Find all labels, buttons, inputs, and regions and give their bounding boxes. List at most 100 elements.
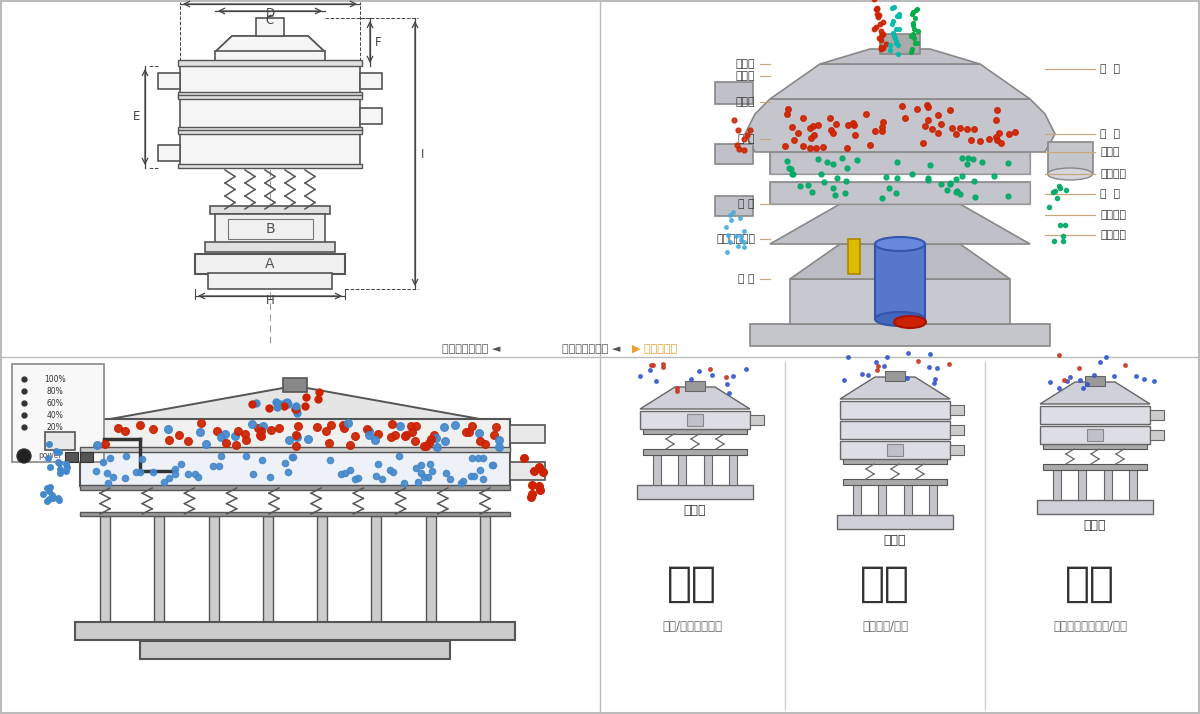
- Bar: [730, 455, 737, 485]
- Bar: [950, 425, 964, 435]
- Text: 出料口: 出料口: [736, 97, 755, 107]
- Ellipse shape: [1048, 168, 1092, 180]
- Text: B: B: [265, 222, 275, 236]
- Bar: [653, 455, 661, 485]
- Text: 100%: 100%: [44, 375, 66, 383]
- Text: 防尘盖: 防尘盖: [736, 71, 755, 81]
- Polygon shape: [770, 152, 1030, 174]
- Bar: [685, 381, 706, 391]
- Bar: [840, 401, 950, 419]
- Text: 外形尺寸示意图 ◄: 外形尺寸示意图 ◄: [562, 344, 620, 354]
- Polygon shape: [770, 204, 1030, 244]
- Bar: [950, 445, 964, 455]
- Bar: [886, 371, 905, 381]
- Bar: [80, 452, 94, 462]
- Bar: [215, 214, 325, 244]
- Bar: [372, 516, 382, 624]
- Bar: [194, 254, 346, 274]
- Bar: [158, 145, 180, 161]
- Text: 20%: 20%: [47, 423, 64, 431]
- Bar: [205, 242, 335, 252]
- Polygon shape: [770, 182, 1030, 204]
- Text: ▶ 结构示意图: ▶ 结构示意图: [632, 344, 677, 354]
- Bar: [178, 92, 362, 96]
- Text: 双层式: 双层式: [1084, 519, 1106, 532]
- Text: 三层式: 三层式: [883, 534, 906, 547]
- Bar: [178, 164, 362, 168]
- Text: 筛  盘: 筛 盘: [1100, 189, 1120, 199]
- Text: 机 座: 机 座: [738, 274, 755, 284]
- Text: D: D: [265, 7, 275, 20]
- Bar: [1087, 429, 1103, 441]
- Text: 进料口: 进料口: [736, 59, 755, 69]
- Text: 颗粒/粉末准确分级: 颗粒/粉末准确分级: [662, 620, 722, 633]
- Bar: [848, 239, 860, 274]
- Bar: [210, 206, 330, 214]
- Bar: [180, 99, 360, 129]
- Bar: [1043, 464, 1147, 470]
- Bar: [1150, 410, 1164, 420]
- Text: 上部重锤: 上部重锤: [1100, 169, 1126, 179]
- Text: 除杂: 除杂: [1066, 563, 1115, 605]
- Bar: [263, 516, 272, 624]
- Text: 80%: 80%: [47, 386, 64, 396]
- Bar: [880, 34, 920, 54]
- Bar: [770, 152, 1030, 174]
- Bar: [46, 432, 74, 450]
- Text: 去除液体中的颗粒/异物: 去除液体中的颗粒/异物: [1054, 620, 1127, 633]
- Bar: [750, 324, 1050, 346]
- Bar: [1037, 500, 1153, 514]
- Bar: [317, 516, 328, 624]
- Bar: [686, 414, 703, 426]
- Bar: [842, 479, 947, 485]
- Bar: [904, 485, 912, 515]
- Bar: [208, 273, 332, 289]
- Bar: [510, 425, 545, 443]
- Bar: [12, 364, 104, 462]
- Bar: [643, 429, 746, 434]
- Text: 40%: 40%: [47, 411, 64, 420]
- Circle shape: [17, 449, 31, 463]
- Bar: [80, 419, 510, 449]
- Bar: [838, 515, 953, 529]
- Bar: [215, 51, 325, 66]
- Bar: [840, 441, 950, 459]
- Bar: [360, 108, 382, 124]
- Bar: [678, 455, 686, 485]
- Text: I: I: [421, 148, 425, 161]
- Bar: [1079, 470, 1086, 500]
- Text: 过滤: 过滤: [860, 563, 910, 605]
- Bar: [840, 421, 950, 439]
- Bar: [878, 485, 887, 515]
- Bar: [1054, 470, 1061, 500]
- Bar: [637, 485, 754, 499]
- Bar: [1040, 406, 1150, 424]
- Polygon shape: [770, 64, 1030, 99]
- Bar: [158, 73, 180, 89]
- Bar: [480, 516, 490, 624]
- Ellipse shape: [875, 312, 925, 326]
- Bar: [209, 516, 218, 624]
- Bar: [750, 415, 764, 425]
- Bar: [1085, 376, 1105, 386]
- Ellipse shape: [894, 316, 926, 328]
- Polygon shape: [840, 377, 950, 399]
- Polygon shape: [215, 36, 325, 52]
- Bar: [178, 127, 362, 131]
- Bar: [929, 485, 937, 515]
- Bar: [180, 134, 360, 166]
- Text: 去除异物/结块: 去除异物/结块: [862, 620, 908, 633]
- Bar: [178, 60, 362, 66]
- Bar: [100, 516, 110, 624]
- Polygon shape: [1040, 382, 1150, 404]
- Bar: [180, 66, 360, 94]
- Text: 筛  网: 筛 网: [1100, 64, 1120, 74]
- Text: 加重块: 加重块: [1100, 147, 1120, 157]
- Bar: [1104, 470, 1111, 500]
- Bar: [178, 130, 362, 134]
- Ellipse shape: [875, 237, 925, 251]
- Bar: [426, 516, 436, 624]
- Bar: [74, 622, 515, 640]
- Polygon shape: [820, 49, 980, 64]
- Bar: [770, 182, 1030, 204]
